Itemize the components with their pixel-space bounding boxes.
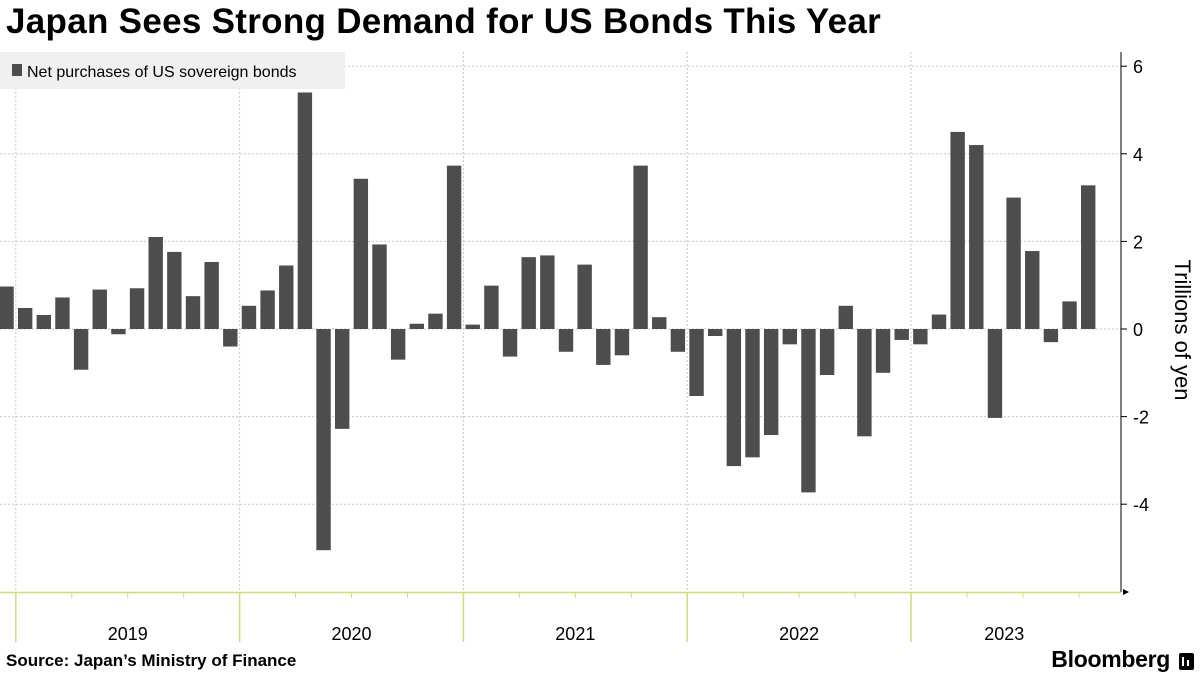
bar (335, 329, 350, 429)
bar (857, 329, 872, 437)
bar (745, 329, 760, 458)
bar (73, 329, 89, 370)
legend-label: Net purchases of US sovereign bonds (27, 64, 296, 81)
x-tick-label: 2020 (332, 624, 372, 644)
bar (0, 286, 14, 329)
bar (987, 329, 1003, 418)
bar (969, 145, 984, 329)
bar (185, 296, 201, 329)
bar (36, 314, 51, 329)
bar (689, 329, 704, 397)
terminal-icon (1179, 653, 1194, 670)
bar (446, 165, 462, 329)
bar (670, 329, 686, 352)
bar (819, 329, 835, 375)
bar (260, 290, 275, 329)
bar (596, 329, 611, 365)
bar (726, 329, 742, 467)
legend: Net purchases of US sovereign bonds (0, 52, 345, 89)
bar (17, 307, 33, 329)
x-tick-label: 2022 (779, 624, 819, 644)
bar (409, 323, 424, 329)
bar (372, 244, 387, 329)
bar (950, 131, 965, 329)
bar (614, 329, 630, 356)
bar (801, 329, 816, 493)
bar (1043, 329, 1059, 343)
legend-swatch (12, 64, 22, 76)
y-tick-label: 6 (1133, 57, 1143, 77)
bar (652, 317, 667, 329)
axes: 6 4 2 0 -2 -4 2019 2020 2021 2022 2023 (0, 52, 1149, 644)
bar (913, 329, 928, 345)
bar (521, 257, 536, 329)
bar (204, 261, 219, 329)
bars (0, 92, 1096, 551)
bar (390, 329, 406, 360)
y-tick-label: 2 (1133, 232, 1143, 252)
y-tick-label: 0 (1133, 320, 1143, 340)
bar (353, 178, 369, 329)
y-tick-label: -4 (1133, 495, 1149, 515)
bar (92, 289, 107, 329)
chart-title: Japan Sees Strong Demand for US Bonds Th… (6, 2, 882, 41)
bar (484, 285, 499, 329)
bar (894, 329, 909, 340)
bar (167, 251, 182, 329)
bar (1025, 251, 1040, 329)
y-axis-label: Trillions of yen (1170, 259, 1195, 400)
bar (838, 305, 853, 329)
x-tick-label: 2023 (984, 624, 1024, 644)
bar (223, 329, 238, 347)
bar (633, 165, 648, 329)
y-axis-arrow (1123, 589, 1129, 595)
bar (782, 329, 797, 345)
x-tick-label: 2019 (108, 624, 148, 644)
bar (279, 265, 294, 329)
bar (708, 329, 723, 337)
bar (502, 329, 518, 357)
bar (1062, 301, 1077, 329)
bar (129, 288, 145, 329)
bloomberg-logo: Bloomberg (1051, 646, 1170, 672)
bar (111, 329, 126, 335)
legend-box (0, 52, 345, 89)
y-tick-label: -2 (1133, 408, 1149, 428)
bar (763, 329, 779, 435)
source-note: Source: Japan’s Ministry of Finance (6, 651, 297, 670)
bar (577, 264, 592, 329)
bar (875, 329, 891, 373)
bar (1006, 197, 1021, 329)
bar (148, 237, 163, 329)
bar (316, 329, 331, 551)
bar (558, 329, 574, 352)
bar (465, 324, 480, 329)
y-tick-label: 4 (1133, 145, 1143, 165)
x-tick-label: 2021 (555, 624, 595, 644)
bar (241, 305, 257, 329)
bar (931, 314, 947, 329)
bar (297, 92, 313, 329)
bar (55, 297, 70, 329)
bar (428, 313, 443, 329)
bar (1081, 185, 1096, 329)
bar (540, 255, 555, 329)
